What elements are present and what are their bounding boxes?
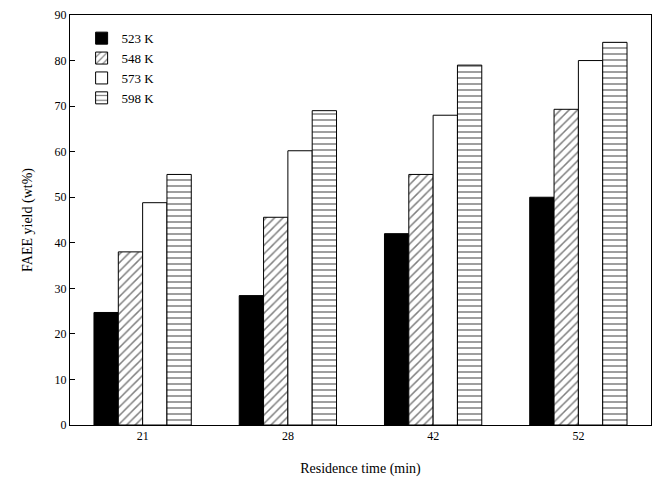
- svg-text:573 K: 573 K: [122, 71, 155, 86]
- svg-text:60: 60: [55, 145, 67, 159]
- svg-text:0: 0: [61, 418, 67, 432]
- svg-text:598 K: 598 K: [122, 91, 155, 106]
- svg-text:28: 28: [282, 429, 294, 443]
- svg-text:548 K: 548 K: [122, 51, 155, 66]
- svg-text:90: 90: [55, 8, 67, 22]
- svg-text:21: 21: [137, 429, 149, 443]
- svg-text:40: 40: [55, 236, 67, 250]
- svg-text:80: 80: [55, 54, 67, 68]
- svg-text:42: 42: [427, 429, 439, 443]
- svg-text:FAEE yield (wt%): FAEE yield (wt%): [20, 168, 36, 272]
- svg-text:30: 30: [55, 282, 67, 296]
- svg-text:50: 50: [55, 190, 67, 204]
- svg-text:20: 20: [55, 327, 67, 341]
- svg-text:Residence time (min): Residence time (min): [300, 461, 421, 477]
- svg-text:10: 10: [55, 373, 67, 387]
- svg-text:52: 52: [572, 429, 584, 443]
- svg-text:523 K: 523 K: [122, 31, 155, 46]
- svg-text:70: 70: [55, 99, 67, 113]
